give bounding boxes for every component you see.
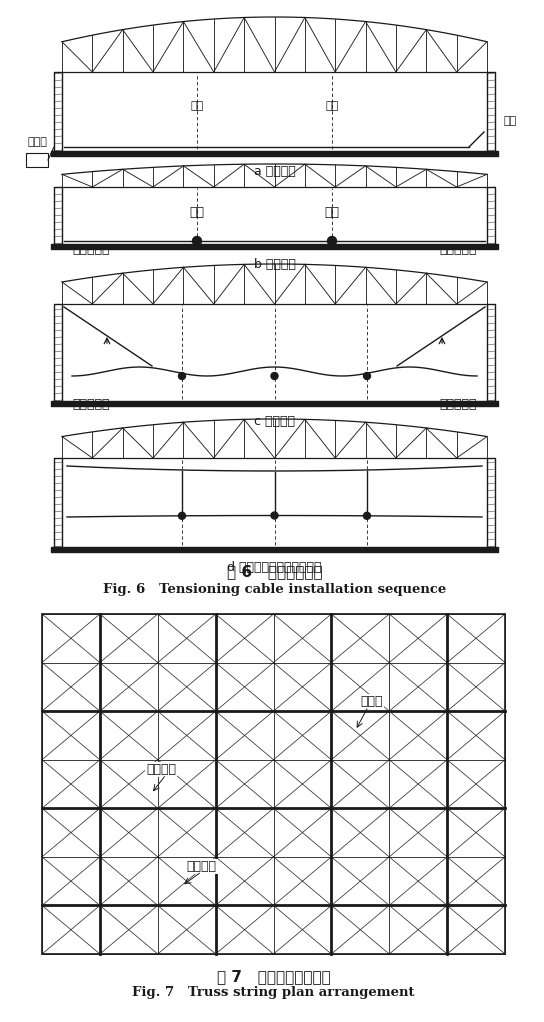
Circle shape	[193, 236, 201, 245]
Text: 滚轮: 滚轮	[325, 101, 338, 111]
Text: 滚轮: 滚轮	[190, 101, 203, 111]
Text: 十字支撑: 十字支撑	[187, 861, 217, 873]
Text: Fig. 6   Tensioning cable installation sequence: Fig. 6 Tensioning cable installation seq…	[103, 584, 446, 597]
Circle shape	[363, 512, 370, 519]
Circle shape	[271, 372, 278, 379]
Circle shape	[327, 236, 337, 245]
Text: a 拉索展开: a 拉索展开	[254, 165, 295, 178]
Text: 卷扬机: 卷扬机	[27, 137, 47, 147]
Text: d 拉索与撑杆及铸钢件连接: d 拉索与撑杆及铸钢件连接	[227, 561, 322, 574]
Text: 牵引千斤顶: 牵引千斤顶	[440, 398, 477, 411]
Bar	[42, 614, 505, 954]
Text: 图 6   拉索安装流程: 图 6 拉索安装流程	[227, 564, 322, 579]
Text: b 索球安装: b 索球安装	[254, 258, 295, 271]
Bar	[26, 153, 48, 167]
Circle shape	[363, 372, 370, 379]
Circle shape	[271, 512, 278, 519]
Bar	[52, 15, 497, 153]
Circle shape	[178, 512, 186, 519]
Text: 牵引千斤顶: 牵引千斤顶	[72, 243, 109, 256]
Text: 索球: 索球	[189, 206, 205, 219]
Text: 图 7   张弦桁架平面布置: 图 7 张弦桁架平面布置	[217, 969, 330, 984]
Text: 牵引千斤顶: 牵引千斤顶	[72, 398, 109, 411]
Text: 圆管支撑: 圆管支撑	[146, 763, 176, 776]
Text: 次桁架: 次桁架	[360, 695, 383, 708]
Text: Fig. 7   Truss string plan arrangement: Fig. 7 Truss string plan arrangement	[132, 986, 415, 998]
Circle shape	[178, 372, 186, 379]
Text: 索球: 索球	[325, 206, 339, 219]
Text: c 拉索提升: c 拉索提升	[254, 415, 295, 428]
Text: 牵引千斤顶: 牵引千斤顶	[440, 243, 477, 256]
Text: 索盘: 索盘	[503, 117, 517, 126]
